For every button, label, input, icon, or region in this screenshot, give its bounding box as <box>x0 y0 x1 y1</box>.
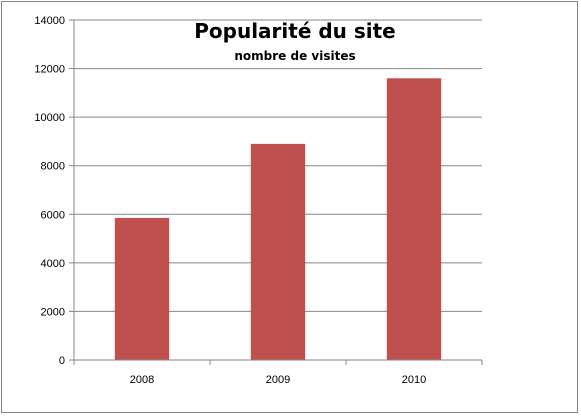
chart-subtitle: nombre de visites <box>234 49 355 63</box>
bar-2008 <box>114 217 170 360</box>
y-tick-label: 2000 <box>41 306 65 318</box>
y-tick-label: 10000 <box>34 112 65 124</box>
y-tick-labels: 0 2000 4000 6000 8000 10000 12000 14000 <box>34 15 65 367</box>
chart-title: Popularité du site <box>194 19 396 43</box>
y-tick-label: 14000 <box>34 15 65 27</box>
y-tick-label: 6000 <box>41 209 65 221</box>
y-tick-label: 8000 <box>41 161 65 173</box>
x-tick-labels: 2008 2009 2010 <box>130 374 426 386</box>
bars <box>114 78 442 361</box>
x-tick-label: 2009 <box>266 374 290 386</box>
y-tick-label: 12000 <box>34 64 65 76</box>
y-tick-label: 4000 <box>41 258 65 270</box>
x-tick-label: 2010 <box>402 374 426 386</box>
x-tick-label: 2008 <box>130 374 154 386</box>
bar-2010 <box>386 78 442 361</box>
axes <box>69 19 483 365</box>
y-tick-label: 0 <box>59 355 65 367</box>
bar-2009 <box>250 143 306 360</box>
